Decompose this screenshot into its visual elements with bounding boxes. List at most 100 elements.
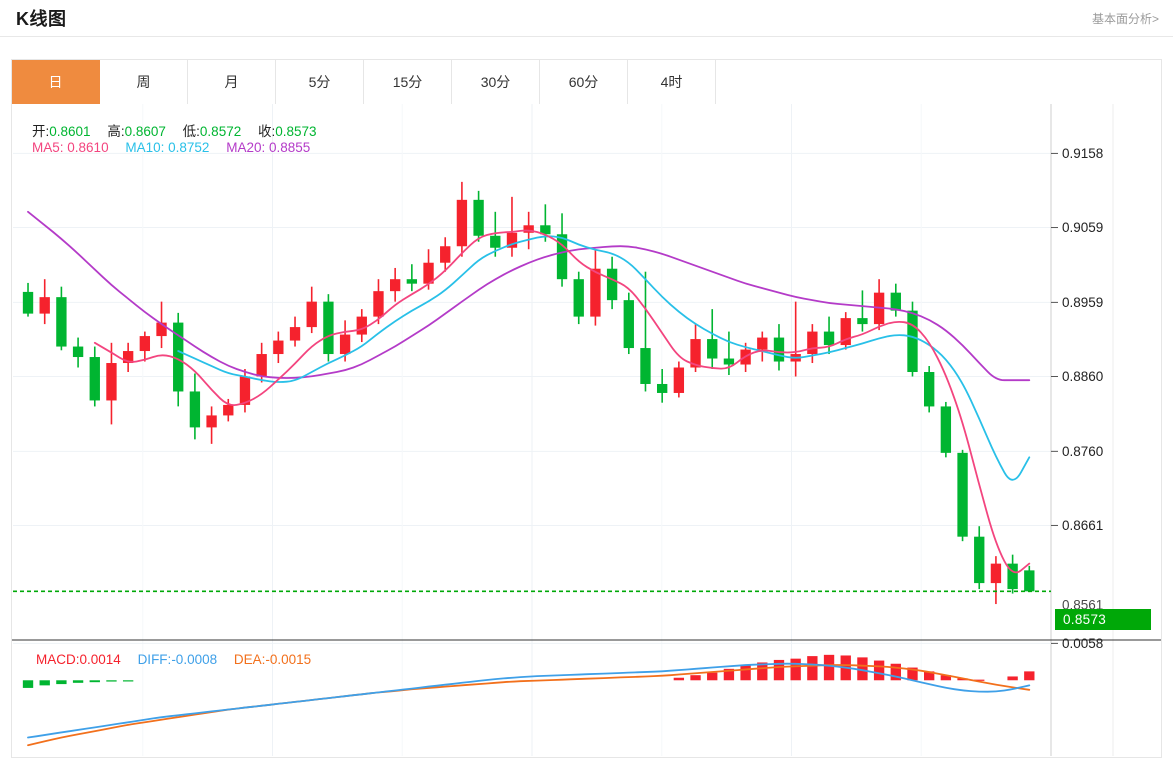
page-title: K线图 — [16, 9, 67, 29]
candle-body — [606, 268, 618, 301]
chart-background — [12, 104, 1161, 756]
candle-body — [924, 372, 935, 407]
macd-bar — [890, 663, 901, 681]
candle-body — [707, 339, 718, 359]
candle-body — [440, 246, 451, 263]
macd-bar — [757, 662, 768, 681]
candle-body — [223, 404, 234, 416]
price-tick-label-0: 0.9158 — [1062, 146, 1103, 161]
price-tick-label-5: 0.8661 — [1062, 518, 1103, 533]
tab-label: 15分 — [392, 74, 423, 90]
candle-body — [840, 318, 851, 346]
tab-7[interactable]: 4时 — [628, 60, 716, 104]
candle-body — [957, 452, 968, 537]
candle-body — [239, 376, 251, 405]
candle-body — [456, 199, 468, 247]
tab-label: 周 — [136, 74, 151, 90]
tab-4[interactable]: 15分 — [364, 60, 452, 104]
candle-body — [523, 225, 534, 233]
period-tab-bar: 日 周 月 5分 15分 30分 60分 4时 — [11, 59, 1162, 105]
candle-body — [823, 331, 835, 346]
candle-body — [289, 327, 301, 341]
candle-body — [974, 536, 985, 584]
candle-body — [990, 563, 1002, 584]
tab-label: 60分 — [568, 74, 599, 90]
candle-body — [306, 301, 317, 328]
fundamental-analysis-link[interactable]: 基本面分析> — [1091, 11, 1159, 26]
candle-body — [122, 351, 134, 364]
ma20-line — [27, 210, 1031, 382]
candle-body — [690, 339, 701, 368]
candle-body — [323, 301, 334, 355]
candle-body — [723, 358, 735, 365]
candle-body — [189, 391, 201, 428]
candle-body — [1024, 570, 1035, 592]
candle-body — [373, 291, 384, 317]
candle-body — [540, 225, 551, 235]
price-tick-label-3: 0.8860 — [1062, 369, 1103, 384]
macd-bar — [1024, 671, 1035, 681]
candle-body — [556, 234, 568, 280]
macd-bar — [773, 659, 785, 681]
macd-histogram — [22, 654, 1035, 688]
macd-bar — [56, 680, 67, 685]
candle-body — [106, 363, 117, 401]
candle-body — [356, 316, 367, 335]
ma5-line — [93, 229, 1031, 574]
macd-bar — [740, 665, 751, 681]
macd-tick-label: 0.0058 — [1062, 636, 1103, 651]
candle-body — [623, 300, 634, 349]
macd-bar — [1007, 676, 1018, 681]
tab-6[interactable]: 60分 — [540, 60, 628, 104]
tab-2[interactable]: 月 — [188, 60, 276, 104]
candle-body — [206, 415, 217, 428]
macd-bar — [907, 667, 918, 681]
tab-3[interactable]: 5分 — [276, 60, 364, 104]
candle-body — [573, 279, 584, 317]
candle-body — [1007, 563, 1018, 590]
candle-body — [139, 336, 151, 352]
price-tick-label-2: 0.8959 — [1062, 295, 1103, 310]
tab-0[interactable]: 日 — [12, 60, 100, 104]
candle-body — [890, 292, 901, 311]
macd-bar — [690, 675, 701, 681]
price-tick-label-1: 0.9059 — [1062, 220, 1103, 235]
candle-body — [940, 406, 952, 453]
chart-container[interactable]: 0.9158 0.9059 0.8959 0.8860 0.8760 0.8661 0.85… — [11, 104, 1162, 758]
candle-body — [757, 337, 768, 350]
tab-label: 5分 — [308, 74, 331, 90]
macd-bar — [723, 668, 735, 681]
candle-body — [389, 279, 401, 292]
tab-label: 日 — [48, 74, 63, 90]
kline-svg[interactable]: 0.9158 0.9059 0.8959 0.8860 0.8760 0.8661 0.85… — [12, 104, 1161, 756]
candle-body — [273, 340, 284, 355]
price-tick-label-hidden: 0.8561 — [1062, 597, 1103, 612]
macd-bar — [940, 675, 952, 681]
macd-bar — [707, 672, 718, 681]
macd-bar — [122, 680, 134, 682]
macd-bar — [823, 654, 835, 681]
candle-body — [590, 268, 601, 317]
candle-body — [807, 331, 818, 355]
candle-body — [656, 383, 668, 393]
macd-bar — [39, 680, 50, 686]
candle-body — [156, 322, 167, 337]
page-header: K线图 基本面分析> — [0, 0, 1173, 37]
macd-bar — [106, 680, 117, 682]
macd-bar — [957, 678, 968, 681]
macd-bar — [673, 677, 685, 681]
tab-5[interactable]: 30分 — [452, 60, 540, 104]
ma10-line — [177, 235, 1031, 481]
candle-body — [56, 297, 67, 347]
macd-bar — [857, 657, 868, 681]
macd-bar — [790, 658, 801, 681]
tab-1[interactable]: 周 — [100, 60, 188, 104]
candle-body — [673, 367, 685, 393]
dea-line — [27, 664, 1031, 747]
tab-label: 4时 — [660, 74, 683, 90]
candle-body — [907, 310, 918, 373]
current-price-badge: 0.8573 — [1055, 609, 1151, 630]
candle-body — [473, 199, 484, 236]
macd-bar — [89, 680, 100, 683]
